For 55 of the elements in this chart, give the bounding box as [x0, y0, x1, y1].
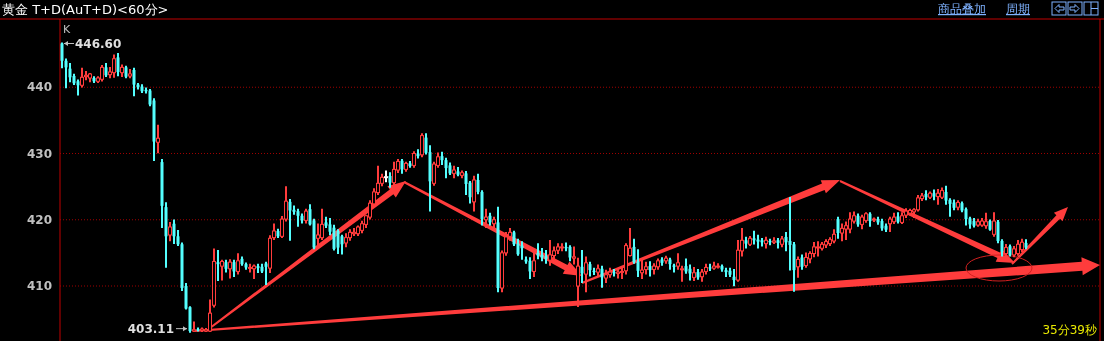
- candlestick: [636, 249, 640, 278]
- candlestick: [256, 263, 260, 274]
- candlestick: [264, 261, 268, 286]
- annotation: K: [63, 23, 71, 36]
- candlestick: [392, 161, 396, 186]
- text: 商品叠加: [938, 2, 986, 16]
- candlestick: [172, 219, 176, 244]
- chart-title: 黄金 T+D(AuT+D)<60分>: [2, 2, 169, 17]
- candlestick: [132, 67, 136, 97]
- candlestick: [816, 241, 820, 257]
- candlestick: [544, 249, 548, 264]
- y-tick-label: 410: [26, 279, 52, 294]
- candlestick: [992, 212, 996, 237]
- candlestick: [796, 256, 800, 278]
- candlestick: [536, 243, 540, 260]
- candlestick: [244, 262, 248, 270]
- candlestick: [116, 53, 120, 77]
- candlestick: [156, 124, 160, 154]
- candlestick: [216, 249, 220, 282]
- y-tick-label: 430: [26, 146, 52, 161]
- candlestick: [472, 175, 476, 212]
- text: 周期: [1006, 2, 1030, 16]
- candlestick: [220, 259, 224, 281]
- candlestick: [732, 269, 736, 287]
- candlestick: [708, 263, 712, 272]
- candlestick: [384, 170, 388, 183]
- candlestick: [236, 253, 240, 275]
- candlestick: [836, 216, 840, 239]
- candlestick: [776, 237, 780, 249]
- candlestick: [760, 237, 764, 247]
- candlestick: [288, 198, 292, 241]
- candlestick: [352, 228, 356, 236]
- y-tick-label: 440: [26, 80, 52, 95]
- y-tick-label: 420: [26, 212, 52, 227]
- candlestick: [756, 234, 760, 249]
- candlestick: [444, 157, 448, 179]
- candlestick: [336, 229, 340, 254]
- candlestick: [660, 257, 664, 266]
- annotation: 446.60: [75, 36, 122, 51]
- candlestick: [548, 239, 552, 266]
- candlestick: [112, 54, 116, 78]
- annotation: 403.11: [127, 321, 174, 336]
- candlestick: [580, 249, 584, 284]
- candlestick: [528, 257, 532, 280]
- candlestick: [420, 133, 424, 158]
- candlestick: [584, 256, 588, 293]
- candlestick: [248, 263, 252, 273]
- candlestick: [600, 265, 604, 288]
- candlestick: [576, 257, 580, 307]
- candlestick: [192, 321, 196, 333]
- candlestick: [332, 224, 336, 251]
- candlestick: [724, 267, 728, 278]
- candlestick: [752, 230, 756, 245]
- candlestick: [672, 263, 676, 273]
- text: 35分39秒: [1042, 323, 1097, 337]
